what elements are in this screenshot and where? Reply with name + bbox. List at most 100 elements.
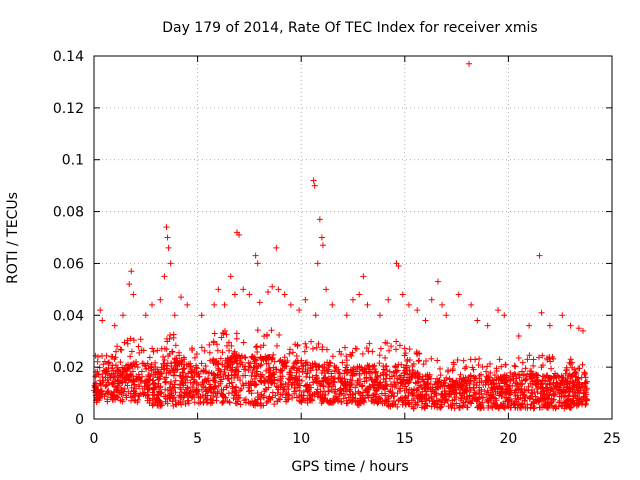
data-point xyxy=(404,356,411,363)
data-point xyxy=(367,366,374,373)
data-point xyxy=(423,395,430,402)
data-point xyxy=(242,354,249,361)
data-point xyxy=(539,352,546,359)
data-point xyxy=(118,346,125,353)
data-point xyxy=(515,333,522,340)
data-point xyxy=(314,393,321,400)
data-point xyxy=(271,376,278,383)
data-point xyxy=(495,307,502,314)
data-point xyxy=(490,391,497,398)
data-point xyxy=(573,370,580,377)
data-point xyxy=(234,373,241,380)
data-point xyxy=(348,398,355,405)
data-point xyxy=(172,377,179,384)
data-point xyxy=(505,403,512,410)
data-point xyxy=(463,388,470,395)
data-point xyxy=(278,367,285,374)
data-point xyxy=(382,339,389,346)
data-point xyxy=(438,391,445,398)
data-point xyxy=(329,353,336,360)
data-point xyxy=(374,400,381,407)
data-point xyxy=(449,384,456,391)
data-point xyxy=(403,362,410,369)
data-point xyxy=(392,363,399,370)
data-point xyxy=(427,380,434,387)
data-point xyxy=(231,348,238,355)
data-point xyxy=(548,402,555,409)
data-point xyxy=(464,404,471,411)
data-point xyxy=(574,395,581,402)
data-point xyxy=(119,374,126,381)
data-point xyxy=(497,401,504,408)
data-point xyxy=(121,365,128,372)
data-point xyxy=(501,312,508,319)
data-point xyxy=(164,234,171,241)
data-point xyxy=(486,374,493,381)
data-point xyxy=(309,345,316,352)
data-point xyxy=(246,363,253,370)
data-point xyxy=(537,389,544,396)
data-point xyxy=(550,381,557,388)
data-point xyxy=(261,388,268,395)
data-point xyxy=(386,388,393,395)
data-point xyxy=(251,364,258,371)
data-point xyxy=(483,379,490,386)
data-point xyxy=(538,309,545,316)
data-point xyxy=(508,397,515,404)
data-point xyxy=(323,346,330,353)
data-point xyxy=(499,385,506,392)
data-point xyxy=(577,387,584,394)
data-point xyxy=(462,399,469,406)
data-point xyxy=(353,345,360,352)
data-point xyxy=(102,383,109,390)
data-point xyxy=(232,396,239,403)
data-point xyxy=(491,372,498,379)
data-point xyxy=(172,363,179,370)
data-point xyxy=(385,402,392,409)
data-point xyxy=(347,391,354,398)
data-point xyxy=(166,336,173,343)
data-point xyxy=(163,370,170,377)
data-point xyxy=(170,394,177,401)
data-point xyxy=(256,299,263,306)
data-point xyxy=(342,344,349,351)
data-point xyxy=(288,372,295,379)
data-point xyxy=(170,372,177,379)
data-point xyxy=(441,399,448,406)
data-point xyxy=(206,349,213,356)
data-point xyxy=(487,397,494,404)
data-point xyxy=(535,384,542,391)
data-point xyxy=(473,390,480,397)
data-point xyxy=(535,397,542,404)
data-point xyxy=(338,398,345,405)
data-point xyxy=(169,367,176,374)
data-point xyxy=(293,376,300,383)
data-point xyxy=(434,357,441,364)
data-point xyxy=(434,384,441,391)
data-point xyxy=(366,340,373,347)
data-point xyxy=(538,390,545,397)
data-point xyxy=(257,391,264,398)
data-point xyxy=(261,333,268,340)
data-point xyxy=(403,386,410,393)
data-point xyxy=(301,348,308,355)
data-point xyxy=(126,365,133,372)
data-point xyxy=(563,364,570,371)
data-point xyxy=(179,375,186,382)
data-point xyxy=(364,391,371,398)
data-point xyxy=(422,385,429,392)
data-point xyxy=(412,379,419,386)
data-point xyxy=(359,382,366,389)
data-point xyxy=(95,353,102,360)
data-point xyxy=(454,356,461,363)
data-point xyxy=(202,363,209,370)
data-point xyxy=(252,402,259,409)
data-point xyxy=(475,361,482,368)
data-point xyxy=(434,278,441,285)
data-point xyxy=(312,361,319,368)
data-point xyxy=(387,387,394,394)
data-point xyxy=(150,348,157,355)
data-point xyxy=(163,224,170,231)
data-point xyxy=(266,365,273,372)
data-point xyxy=(480,405,487,412)
